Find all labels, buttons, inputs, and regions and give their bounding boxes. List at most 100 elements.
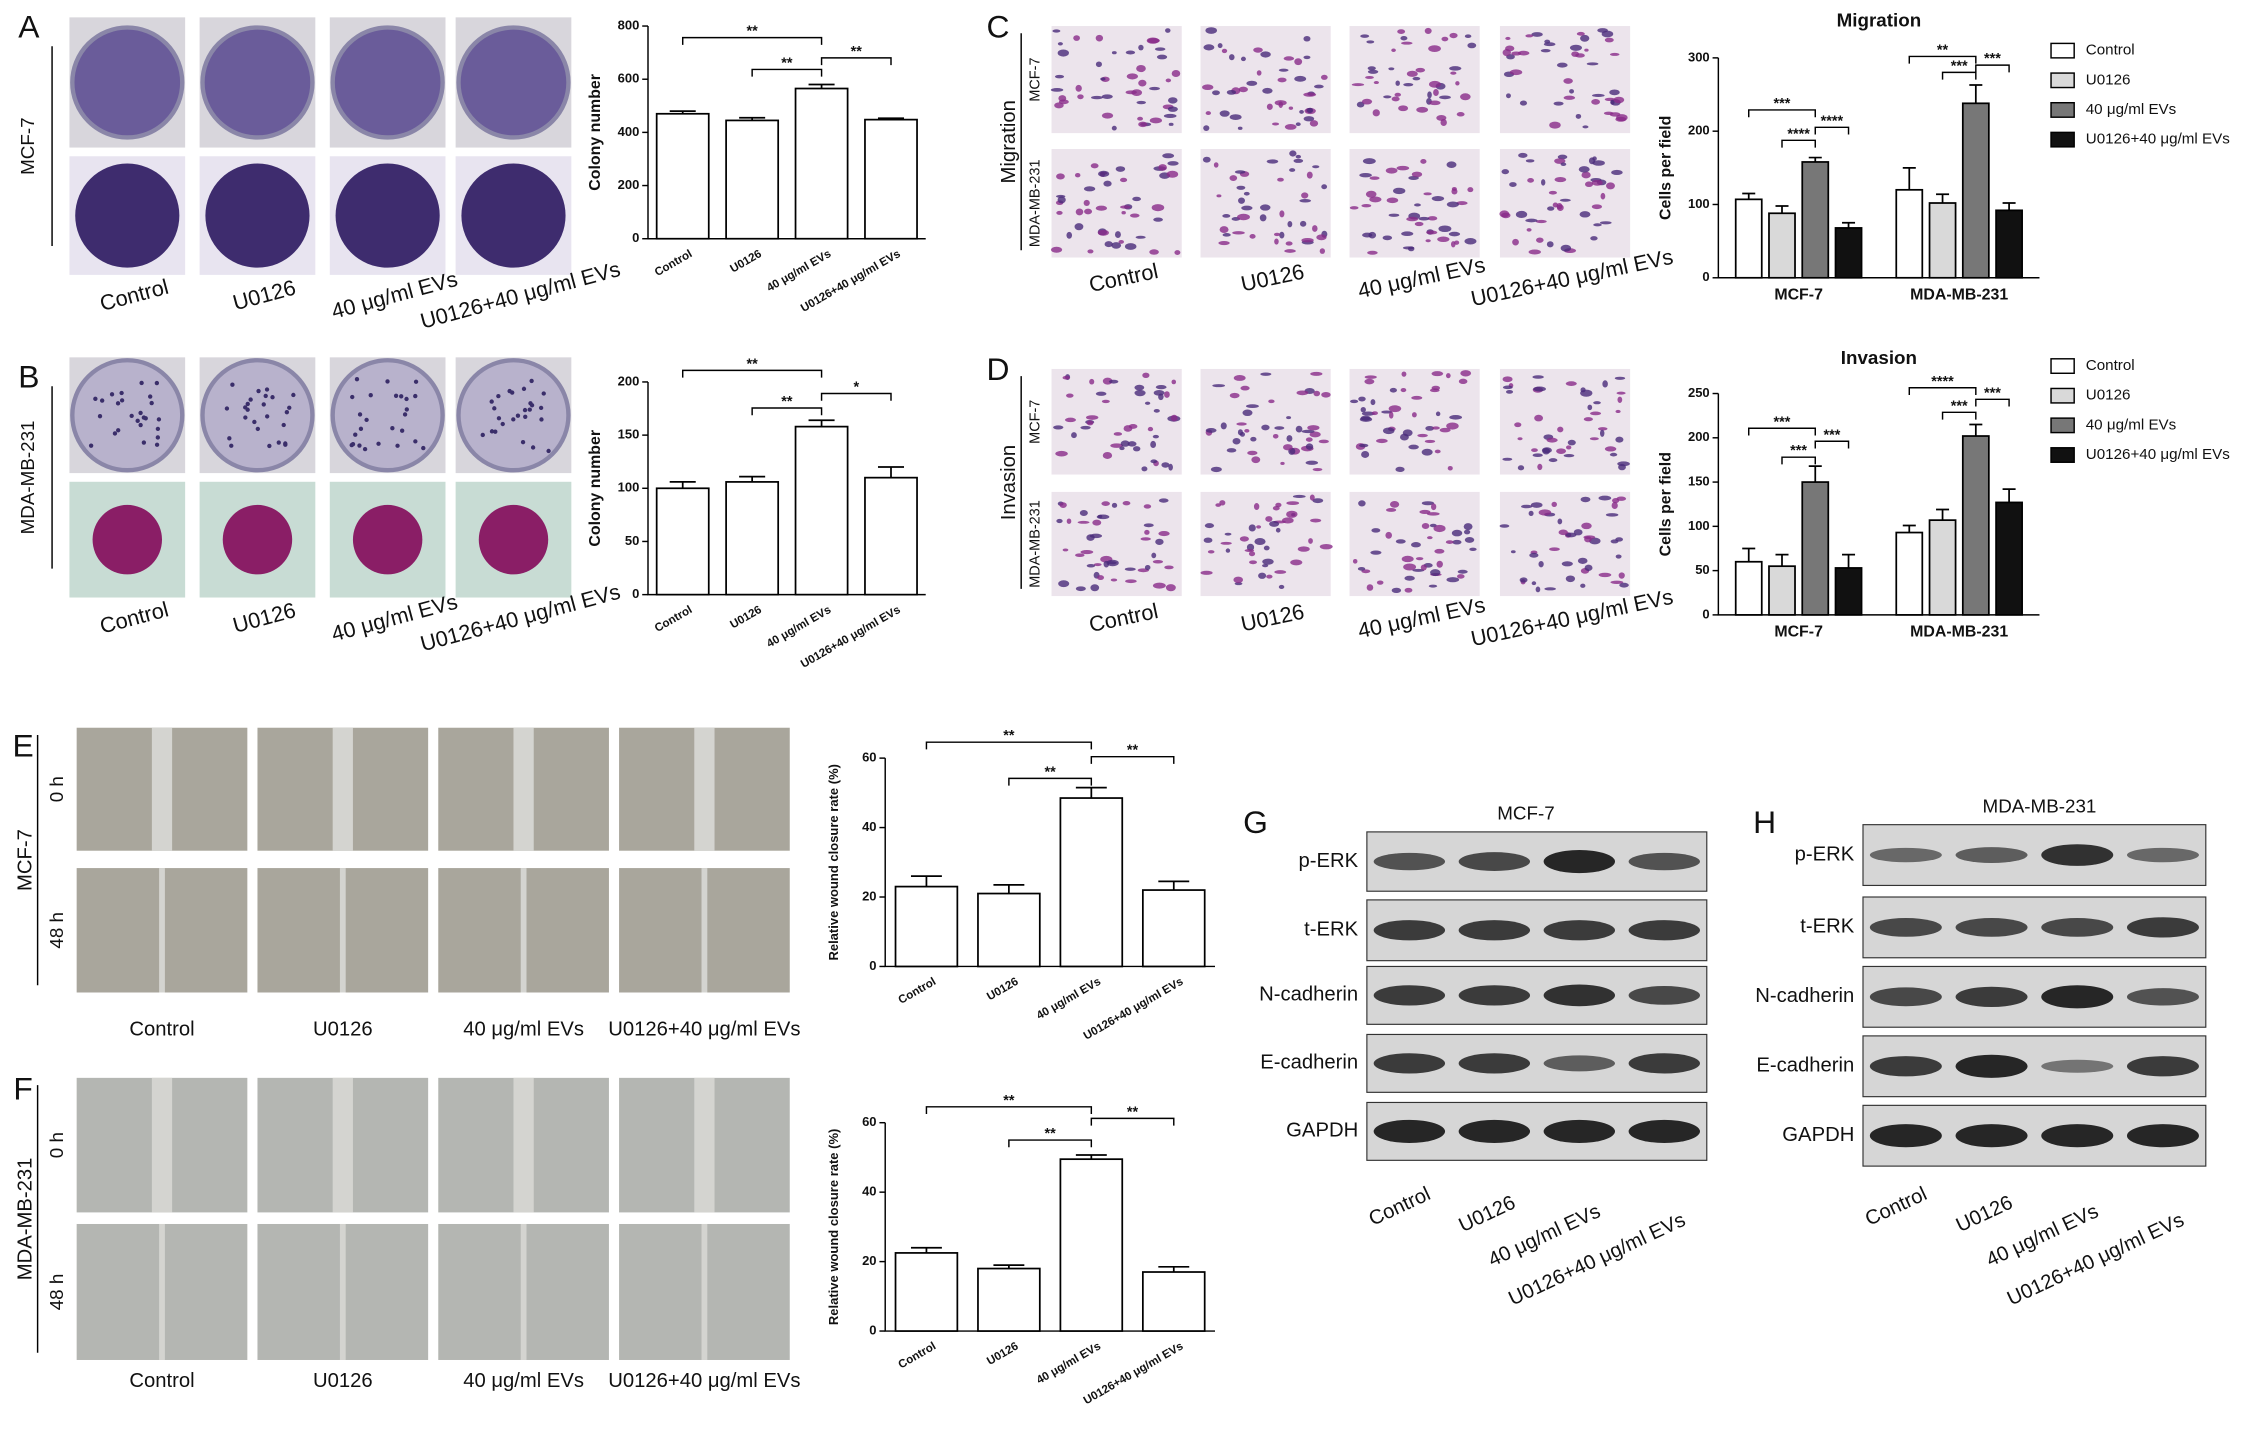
- cell: [1371, 528, 1381, 533]
- photo-bg: [1051, 26, 1182, 134]
- cell: [1440, 118, 1447, 127]
- cell: [1581, 171, 1591, 179]
- cell: [1149, 86, 1160, 91]
- cell: [1215, 503, 1222, 507]
- cell: [1140, 537, 1151, 541]
- cell: [1565, 381, 1577, 386]
- column-label: U0126: [1239, 259, 1307, 297]
- cell: [1152, 559, 1164, 564]
- significance-bracket: [925, 1106, 1093, 1115]
- cell: [1557, 426, 1564, 433]
- cell: [1158, 531, 1170, 537]
- cell: [1321, 391, 1331, 398]
- cell: [1416, 106, 1429, 113]
- cell: [1066, 231, 1073, 239]
- cell: [1388, 67, 1395, 71]
- legend-label: Control: [2086, 357, 2135, 374]
- cell: [1307, 425, 1320, 431]
- cell: [1415, 67, 1426, 73]
- cell: [1226, 448, 1237, 453]
- cell: [1414, 221, 1424, 227]
- cell: [1122, 501, 1131, 506]
- cell: [1618, 463, 1626, 471]
- cell: [1406, 70, 1418, 77]
- blot-band: [2041, 844, 2114, 866]
- cell: [1389, 387, 1397, 393]
- colony-dot: [245, 401, 250, 407]
- y-axis-label: Relative wound closure rate (%): [826, 764, 841, 961]
- cell: [1546, 241, 1554, 248]
- cell: [1389, 500, 1400, 508]
- cell: [1127, 441, 1137, 447]
- cell: [1274, 238, 1279, 245]
- cell: [1244, 549, 1255, 552]
- cell: [1369, 176, 1380, 180]
- photo: [76, 868, 248, 993]
- blot-row-label: GAPDH: [1286, 1120, 1358, 1142]
- cell: [1319, 248, 1326, 254]
- cell: [1615, 436, 1624, 443]
- blot-row-label: GAPDH: [1782, 1124, 1854, 1146]
- cell: [1449, 32, 1458, 39]
- dish: [456, 25, 571, 140]
- blot-band: [1543, 1055, 1616, 1072]
- blot-band: [2041, 1059, 2114, 1073]
- significance-label: **: [1044, 1126, 1056, 1142]
- cell: [1312, 225, 1318, 232]
- cell: [1509, 69, 1523, 76]
- cell: [1150, 440, 1157, 449]
- colony-dot: [539, 417, 544, 422]
- cell: [1154, 47, 1166, 51]
- cell: [1376, 438, 1388, 444]
- colony-dot: [350, 441, 356, 447]
- cell: [1565, 532, 1577, 538]
- y-tick-label: 200: [618, 373, 640, 388]
- cell: [1517, 437, 1523, 441]
- error-bar: [739, 116, 766, 121]
- photo: [1200, 491, 1333, 597]
- cell: [1449, 415, 1463, 420]
- photo: [1499, 368, 1631, 475]
- significance-bracket: [1781, 456, 1816, 465]
- photo: [1499, 26, 1631, 134]
- cell: [1286, 416, 1292, 420]
- photo: [257, 727, 429, 851]
- significance-bracket: [820, 57, 892, 66]
- cell: [1301, 429, 1315, 434]
- cell: [1095, 391, 1107, 396]
- cell: [1398, 105, 1409, 112]
- cell: [1579, 211, 1591, 218]
- cell: [1249, 234, 1256, 239]
- cell: [1525, 218, 1538, 223]
- cell: [1426, 230, 1438, 235]
- bar: [1895, 188, 1924, 279]
- cell: [1303, 92, 1317, 97]
- cell: [1554, 158, 1566, 164]
- significance-label: **: [781, 394, 793, 410]
- photo-bg: [1499, 368, 1631, 475]
- colony-dot: [538, 405, 544, 411]
- cell: [1424, 439, 1436, 443]
- cell: [1266, 574, 1273, 579]
- cell: [1149, 117, 1162, 124]
- cell: [1431, 385, 1441, 391]
- cell: [1540, 49, 1551, 53]
- y-tick-label: 600: [618, 71, 640, 86]
- cell: [1125, 579, 1137, 584]
- significance-bracket: [751, 407, 823, 416]
- column-label: U0126: [313, 1370, 373, 1392]
- cell: [1464, 536, 1475, 543]
- cell: [1415, 557, 1424, 561]
- cell: [1386, 197, 1399, 204]
- colony-dot: [413, 379, 419, 384]
- cell: [1120, 205, 1131, 209]
- colony-dot: [264, 387, 270, 392]
- cell: [1439, 427, 1451, 433]
- cell: [1393, 187, 1406, 195]
- cell: [1534, 414, 1543, 422]
- row-label: MCF-7: [1027, 57, 1043, 101]
- cell: [1212, 384, 1226, 388]
- cell: [1144, 401, 1151, 405]
- colony-dot: [357, 412, 363, 417]
